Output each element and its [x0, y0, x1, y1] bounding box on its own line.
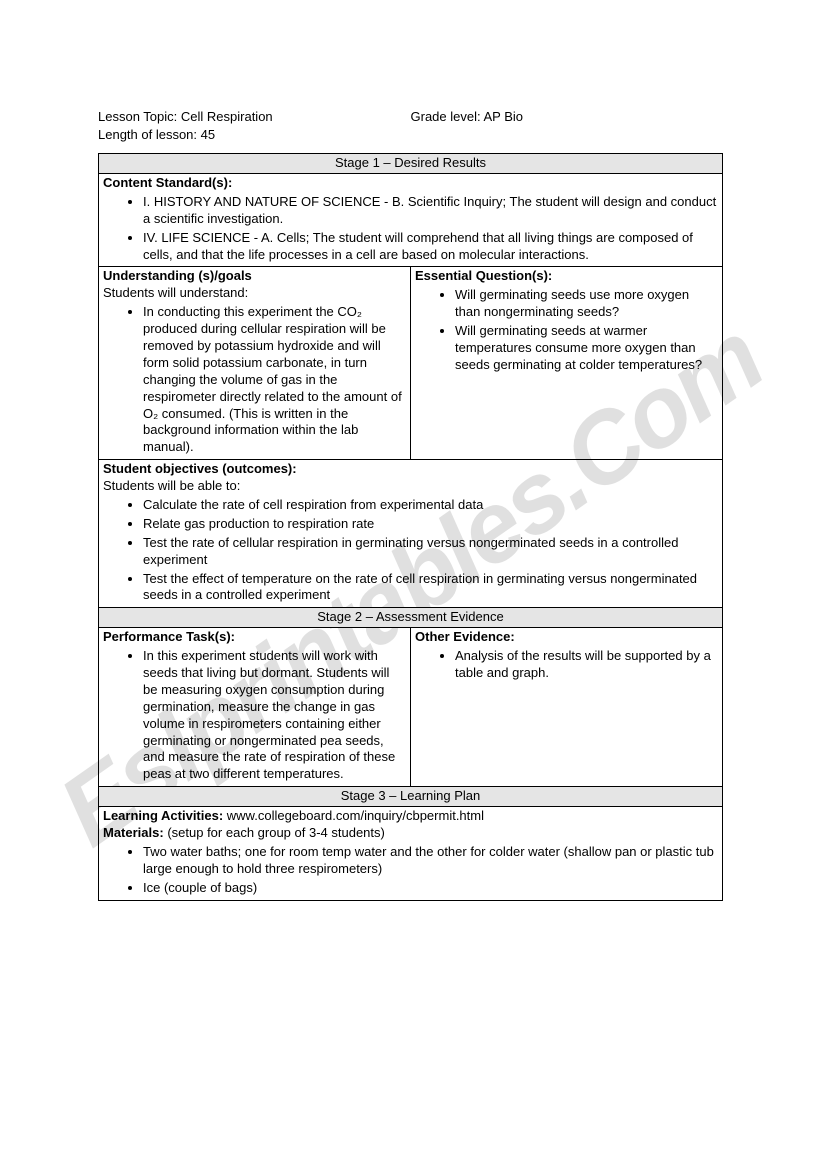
content-standards-label: Content Standard(s): — [103, 175, 232, 190]
content-standards-cell: Content Standard(s): I. HISTORY AND NATU… — [99, 173, 723, 266]
page-content: Lesson Topic: Cell Respiration Grade lev… — [0, 0, 821, 901]
stage1-header: Stage 1 – Desired Results — [99, 154, 723, 174]
content-standard-item: I. HISTORY AND NATURE OF SCIENCE - B. Sc… — [143, 194, 718, 228]
grade-value: AP Bio — [484, 109, 524, 124]
content-standard-item: IV. LIFE SCIENCE - A. Cells; The student… — [143, 230, 718, 264]
objective-item: Test the rate of cellular respiration in… — [143, 535, 718, 569]
stage3-header: Stage 3 – Learning Plan — [99, 787, 723, 807]
stage2-header: Stage 2 – Assessment Evidence — [99, 608, 723, 628]
performance-task-label: Performance Task(s): — [103, 629, 235, 644]
other-evidence-cell: Other Evidence: Analysis of the results … — [411, 628, 723, 787]
essential-questions-label: Essential Question(s): — [415, 268, 552, 283]
other-evidence-item: Analysis of the results will be supporte… — [455, 648, 718, 682]
learning-activities-value: www.collegeboard.com/inquiry/cbpermit.ht… — [227, 808, 484, 823]
understanding-intro: Students will understand: — [103, 285, 248, 300]
essential-question-item: Will germinating seeds at warmer tempera… — [455, 323, 718, 374]
learning-activities-label: Learning Activities: — [103, 808, 223, 823]
objective-item: Test the effect of temperature on the ra… — [143, 571, 718, 605]
essential-question-item: Will germinating seeds use more oxygen t… — [455, 287, 718, 321]
length-value: 45 — [201, 127, 215, 142]
length-label: Length of lesson: — [98, 127, 197, 142]
objective-item: Relate gas production to respiration rat… — [143, 516, 718, 533]
objectives-intro: Students will be able to: — [103, 478, 240, 493]
topic-value: Cell Respiration — [181, 109, 273, 124]
topic-label: Lesson Topic: — [98, 109, 177, 124]
performance-task-item: In this experiment students will work wi… — [143, 648, 406, 783]
objective-item: Calculate the rate of cell respiration f… — [143, 497, 718, 514]
objectives-label: Student objectives (outcomes): — [103, 461, 297, 476]
lesson-header: Lesson Topic: Cell Respiration Grade lev… — [98, 108, 723, 143]
essential-questions-cell: Essential Question(s): Will germinating … — [411, 267, 723, 460]
materials-sublabel: (setup for each group of 3-4 students) — [167, 825, 385, 840]
other-evidence-label: Other Evidence: — [415, 629, 515, 644]
learning-plan-cell: Learning Activities: www.collegeboard.co… — [99, 807, 723, 900]
materials-label: Materials: — [103, 825, 164, 840]
objectives-cell: Student objectives (outcomes): Students … — [99, 460, 723, 608]
materials-item: Two water baths; one for room temp water… — [143, 844, 718, 878]
understanding-cell: Understanding (s)/goals Students will un… — [99, 267, 411, 460]
grade-label: Grade level: — [411, 109, 481, 124]
lesson-plan-table: Stage 1 – Desired Results Content Standa… — [98, 153, 723, 901]
understanding-item: In conducting this experiment the CO₂ pr… — [143, 304, 406, 456]
materials-item: Ice (couple of bags) — [143, 880, 718, 897]
performance-task-cell: Performance Task(s): In this experiment … — [99, 628, 411, 787]
understanding-label: Understanding (s)/goals — [103, 268, 252, 283]
